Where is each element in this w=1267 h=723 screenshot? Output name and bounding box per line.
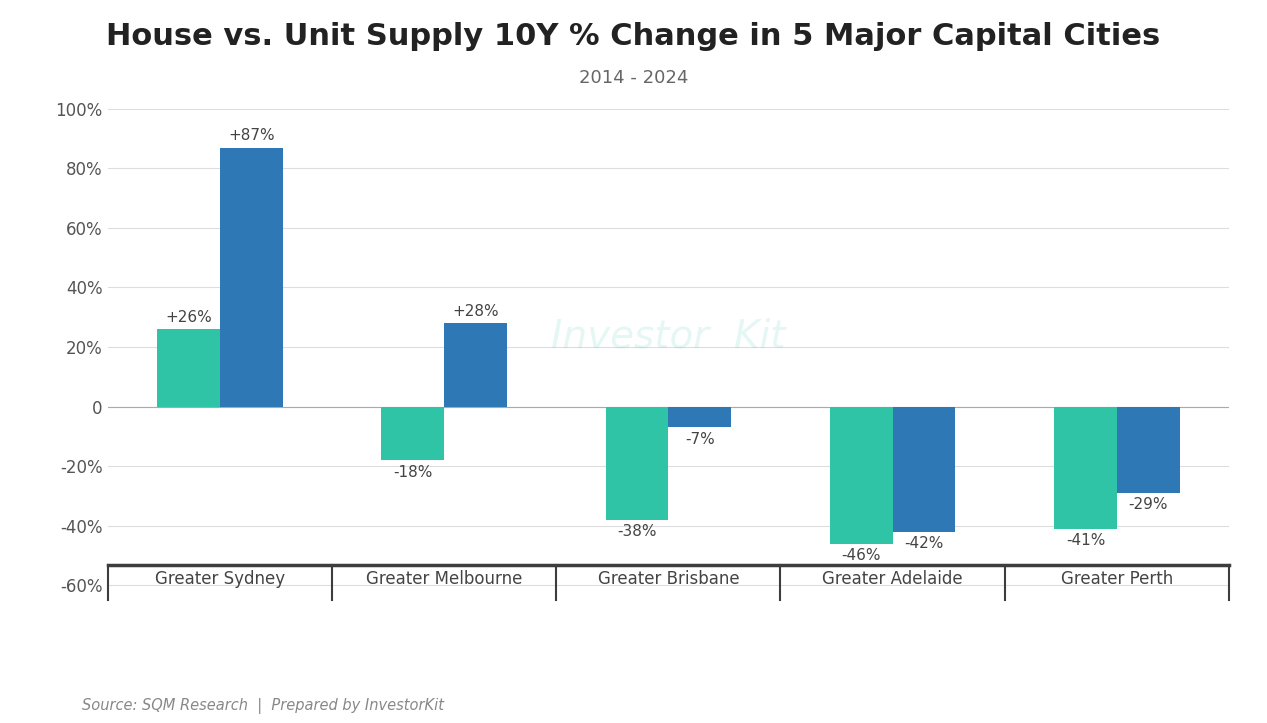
Text: Greater Adelaide: Greater Adelaide [822, 570, 963, 588]
Text: -18%: -18% [393, 465, 432, 479]
Text: Greater Melbourne: Greater Melbourne [366, 570, 522, 588]
Bar [1054, 406, 1117, 529]
Bar [606, 406, 669, 520]
Bar [1117, 406, 1180, 493]
Text: -29%: -29% [1129, 497, 1168, 513]
Text: -7%: -7% [685, 432, 715, 447]
Text: +28%: +28% [452, 304, 499, 319]
Text: +26%: +26% [165, 309, 212, 325]
Text: -42%: -42% [905, 536, 944, 551]
Bar [830, 406, 893, 544]
Bar [220, 147, 283, 406]
Text: -46%: -46% [841, 548, 881, 563]
Text: +87%: +87% [228, 128, 275, 143]
Text: -41%: -41% [1066, 533, 1105, 548]
Text: Source: SQM Research  |  Prepared by InvestorKit: Source: SQM Research | Prepared by Inves… [82, 698, 445, 714]
Text: Greater Brisbane: Greater Brisbane [598, 570, 739, 588]
Bar [445, 323, 507, 406]
Text: -38%: -38% [617, 524, 656, 539]
Text: Investor  Kit: Investor Kit [551, 318, 786, 356]
Bar [669, 406, 731, 427]
Text: House vs. Unit Supply 10Y % Change in 5 Major Capital Cities: House vs. Unit Supply 10Y % Change in 5 … [106, 22, 1161, 51]
Text: Greater Sydney: Greater Sydney [155, 570, 285, 588]
Text: 2014 - 2024: 2014 - 2024 [579, 69, 688, 87]
Bar [381, 406, 445, 460]
Text: Greater Perth: Greater Perth [1060, 570, 1173, 588]
Bar [892, 406, 955, 531]
Bar [157, 329, 220, 406]
